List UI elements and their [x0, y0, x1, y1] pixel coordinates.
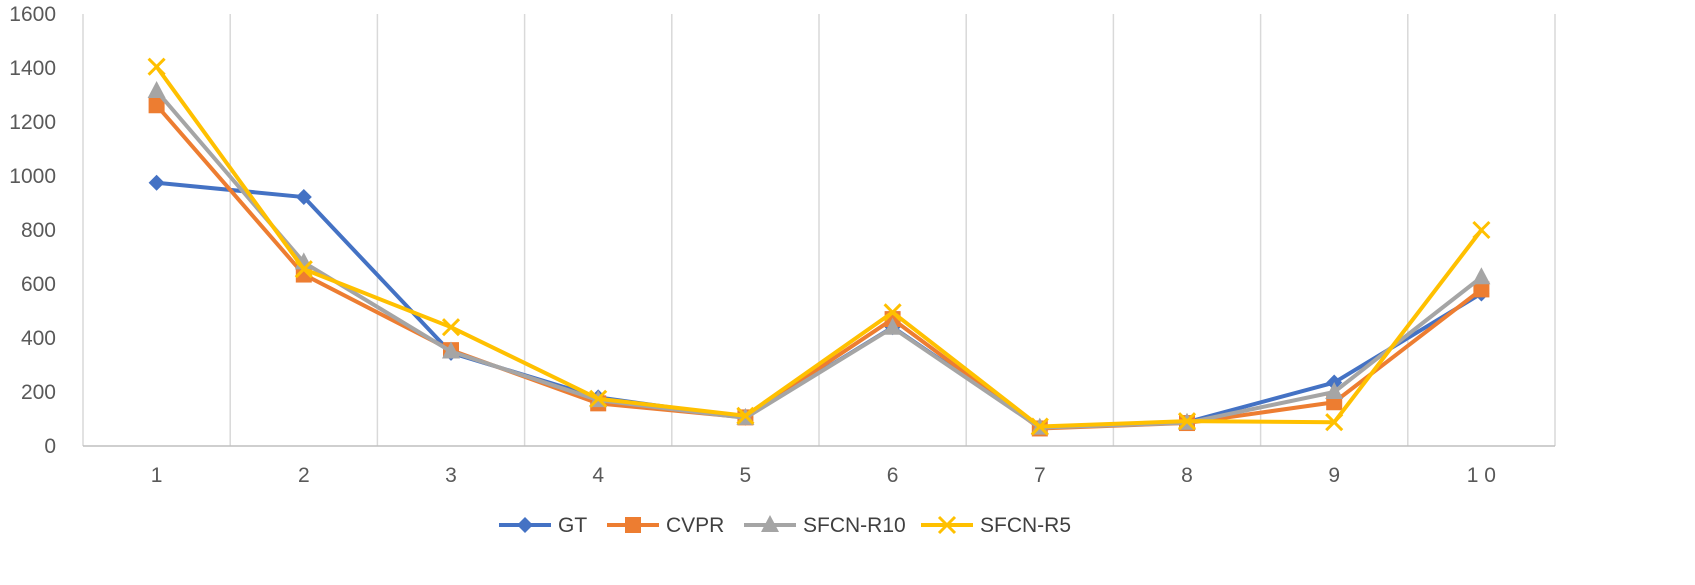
- x-tick-label: 2: [298, 464, 310, 487]
- data-point-sfcn-r10: [883, 317, 902, 335]
- data-point-cvpr: [148, 97, 165, 114]
- y-tick-label: 0: [44, 435, 56, 458]
- x-tick-label: 7: [1034, 464, 1046, 487]
- y-tick-label: 600: [21, 273, 56, 296]
- legend-item-gt: GT: [499, 514, 587, 537]
- data-point-sfcn-r5: [1325, 413, 1344, 432]
- data-point-sfcn-r5: [589, 389, 608, 408]
- data-point-sfcn-r10: [1472, 267, 1491, 285]
- data-point-sfcn-r5: [147, 57, 166, 76]
- x-tick-label: 5: [740, 464, 752, 487]
- data-point-sfcn-r10: [1325, 382, 1344, 399]
- data-point-sfcn-r10: [147, 80, 166, 98]
- y-tick-label: 1400: [9, 57, 56, 80]
- y-tick-label: 800: [21, 219, 56, 242]
- legend-marker-sfcn-r5: [937, 515, 957, 535]
- legend-label: SFCN-R10: [803, 514, 906, 537]
- axes: 0 200 400 600 800 1000 1200 1400 1600 1 2 3 4 5 6 7 8 9 1 …: [9, 3, 1555, 487]
- y-tick-label: 400: [21, 327, 56, 350]
- data-point-sfcn-r5: [736, 406, 755, 425]
- y-tick-label: 1600: [9, 3, 56, 26]
- x-tick-label: 9: [1328, 464, 1340, 487]
- legend-item-sfcn-r5: SFCN-R5: [921, 514, 1071, 537]
- legend-label: CVPR: [666, 514, 724, 537]
- series: [147, 57, 1491, 437]
- legend-marker-sfcn-r10: [761, 515, 779, 532]
- legend-marker-gt: [517, 517, 533, 533]
- y-tick-label: 200: [21, 381, 56, 404]
- series-line-sfcn-r10: [154, 88, 1484, 430]
- x-tick-label: 6: [887, 464, 899, 487]
- x-tick-label: 1: [151, 464, 163, 487]
- data-point-sfcn-r10: [442, 341, 460, 359]
- x-tick-label: 1 0: [1467, 464, 1496, 487]
- data-point-gt: [148, 174, 165, 191]
- data-point-sfcn-r5: [1177, 412, 1197, 431]
- legend-marker-cvpr: [625, 517, 641, 533]
- x-tick-label: 4: [592, 464, 604, 487]
- data-point-gt: [295, 189, 312, 206]
- grid: [82, 14, 1556, 446]
- data-point-sfcn-r5: [441, 318, 461, 337]
- data-point-sfcn-r5: [294, 260, 313, 279]
- x-tick-label: 8: [1181, 464, 1193, 487]
- legend-item-cvpr: CVPR: [607, 514, 724, 537]
- legend: GT CVPR SFCN-R10 SFCN-R5: [499, 514, 1071, 537]
- x-tick-label: 3: [445, 464, 457, 487]
- series-line-sfcn-r5: [154, 64, 1484, 429]
- series-line-cvpr: [154, 103, 1484, 431]
- data-point-cvpr: [1473, 281, 1490, 298]
- legend-label: SFCN-R5: [980, 514, 1071, 537]
- data-point-sfcn-r5: [883, 303, 902, 322]
- legend-item-sfcn-r10: SFCN-R10: [744, 514, 906, 537]
- legend-label: GT: [558, 514, 587, 537]
- series-sfcn-r5: [147, 57, 1491, 436]
- y-tick-label: 1200: [9, 111, 56, 134]
- data-point-sfcn-r5: [1472, 220, 1491, 240]
- data-point-sfcn-r5: [1030, 417, 1049, 436]
- y-tick-label: 1000: [9, 165, 56, 188]
